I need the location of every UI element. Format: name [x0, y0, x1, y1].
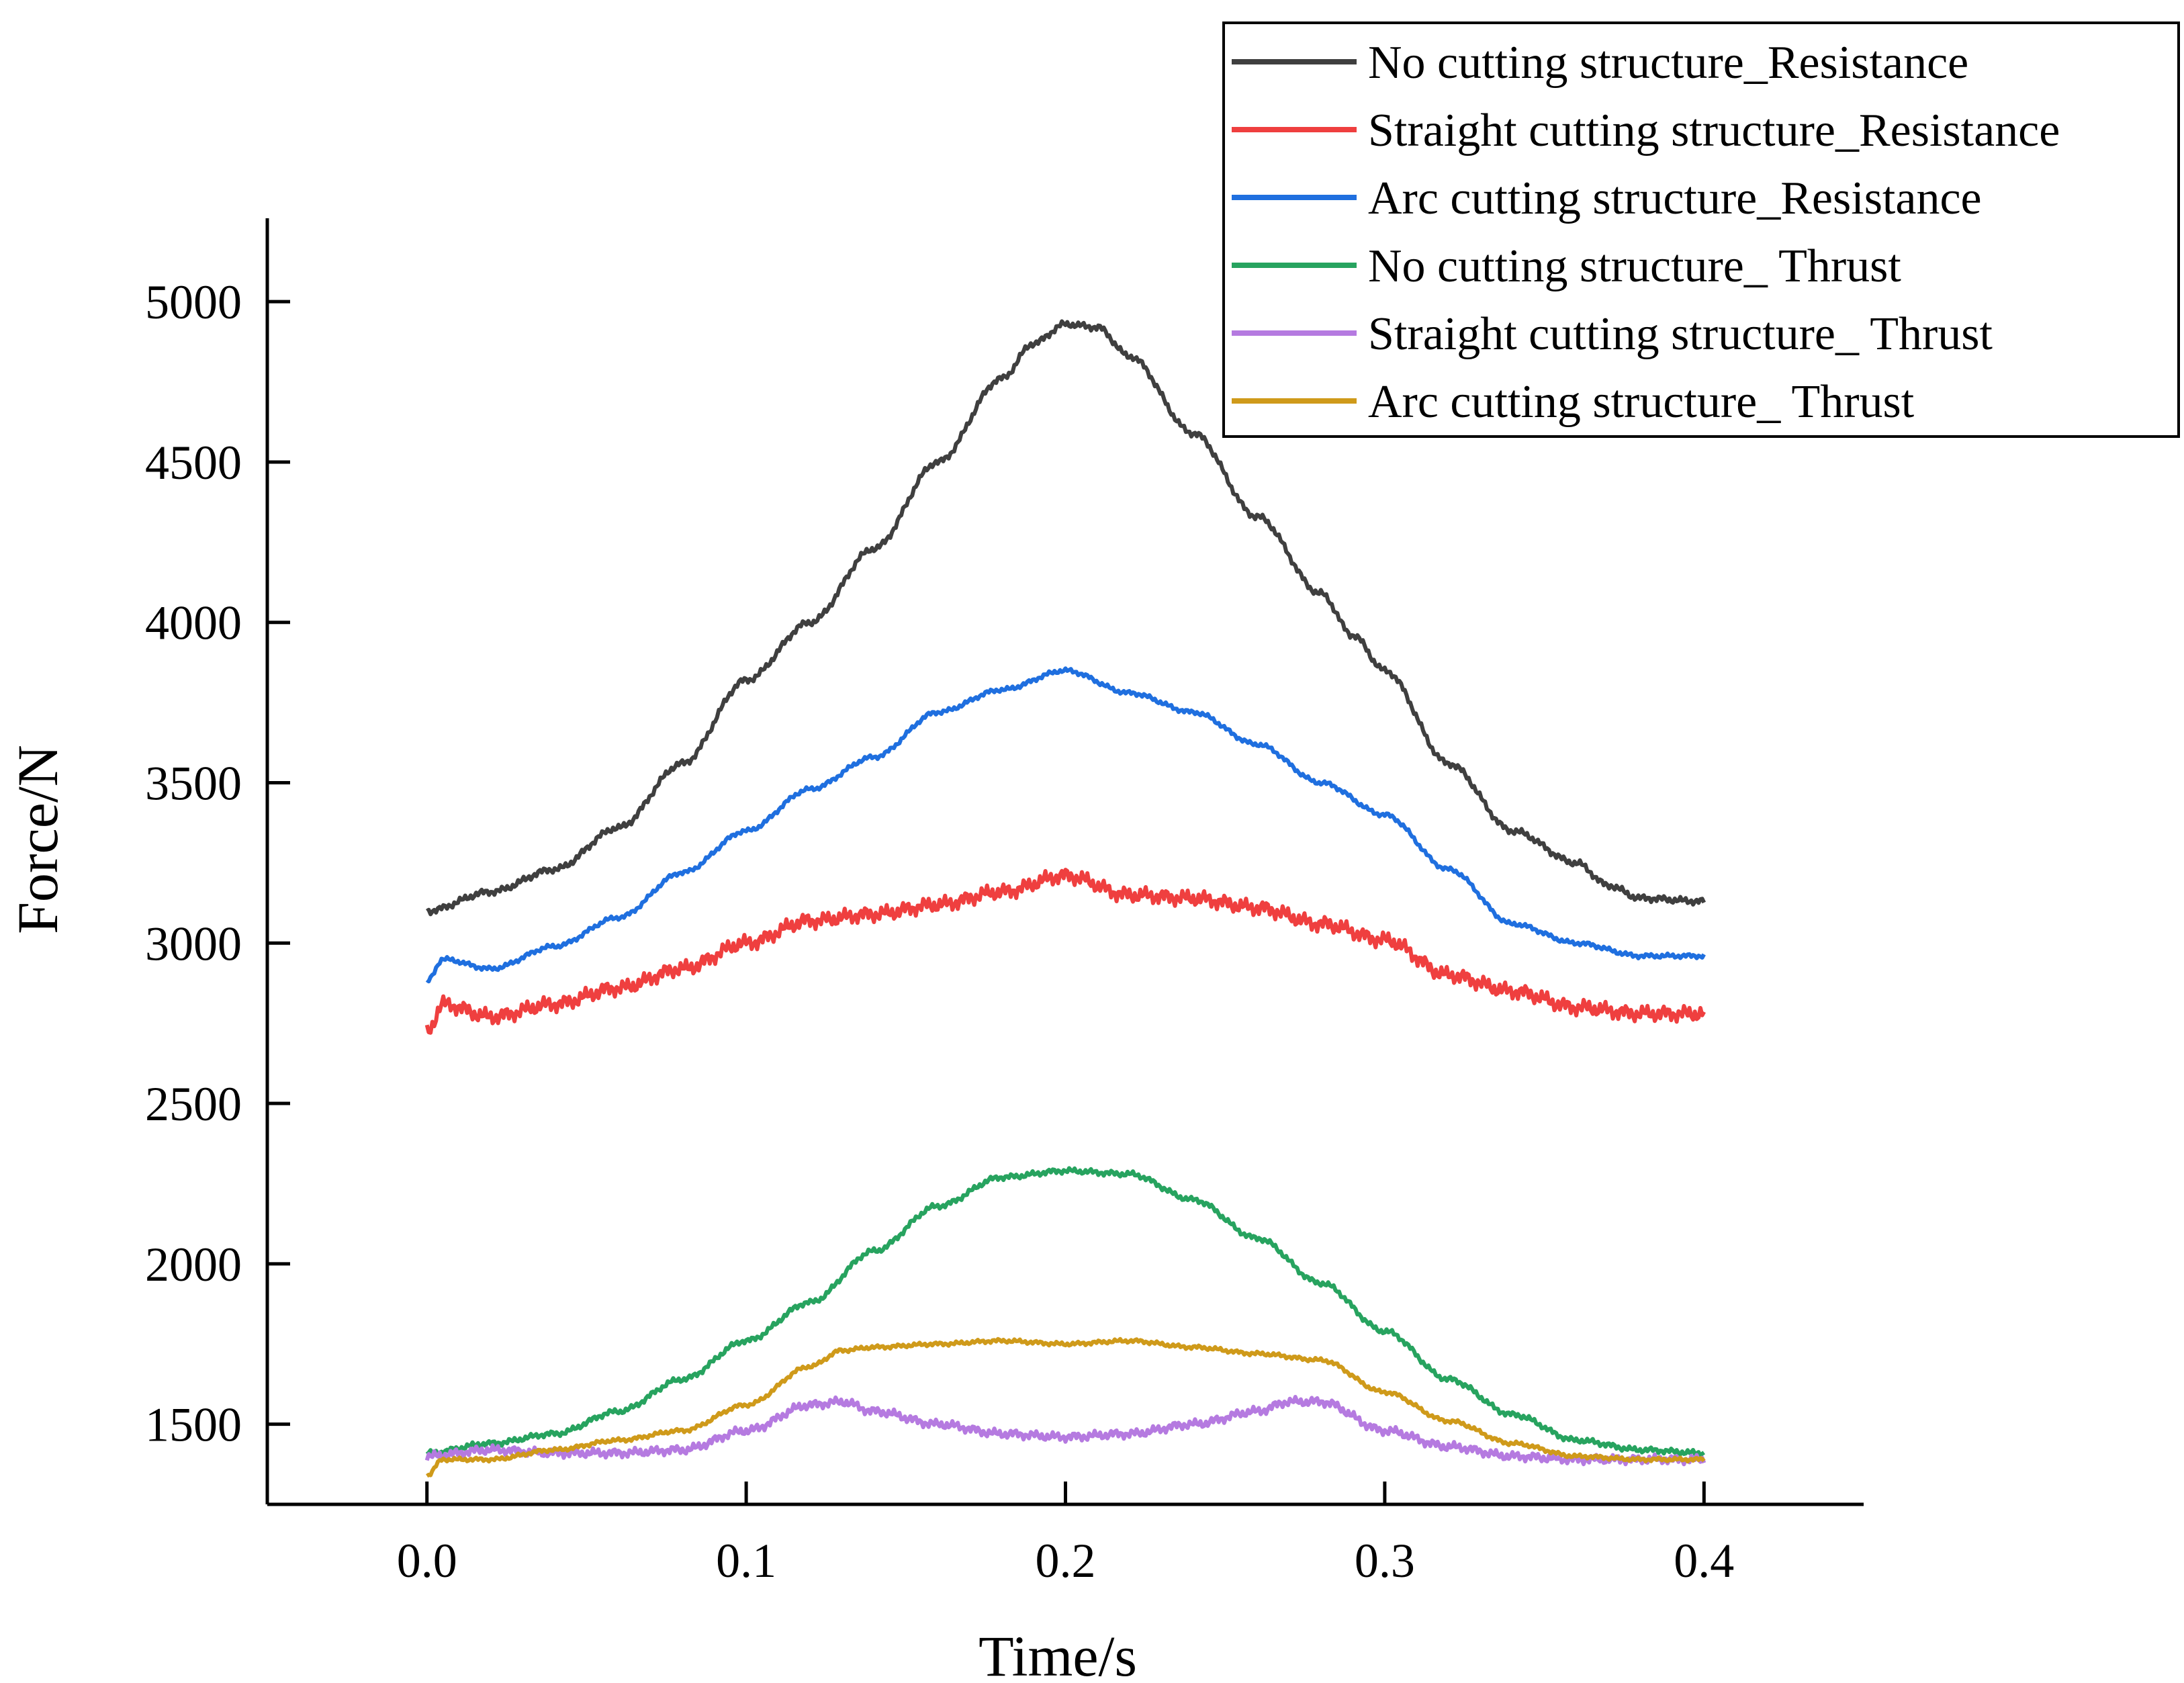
legend: No cutting structure_Resistance Straight … — [1222, 21, 2180, 438]
y-tick-label: 3500 — [145, 756, 242, 810]
y-axis-title: Force/N — [5, 745, 70, 934]
y-tick-label: 3000 — [145, 917, 242, 970]
y-tick-label: 2000 — [145, 1238, 242, 1291]
legend-label: Arc cutting structure_Resistance — [1368, 173, 1982, 224]
x-tick-label: 0.2 — [1036, 1534, 1096, 1588]
x-axis-title: Time/s — [979, 1624, 1137, 1683]
x-tick-label: 0.0 — [397, 1534, 457, 1588]
plot-lines — [424, 319, 1707, 1478]
series-line — [424, 868, 1706, 1035]
x-tick-label: 0.3 — [1355, 1534, 1415, 1588]
series-line — [425, 1166, 1706, 1458]
y-tick-label: 4000 — [145, 596, 242, 650]
series-line — [426, 319, 1707, 917]
legend-label: No cutting structure_Resistance — [1368, 37, 1968, 89]
ticks: 0.0 0.1 0.2 0.3 0.4 1500 2000 2500 3000 3500 4000 4… — [145, 275, 1734, 1588]
legend-box — [1222, 21, 2180, 438]
legend-label: No cutting structure_ Thrust — [1368, 240, 1901, 292]
series-line — [426, 1336, 1706, 1478]
legend-label: Straight cutting structure_Resistance — [1368, 105, 2060, 156]
x-tick-label: 0.4 — [1674, 1534, 1734, 1588]
y-tick-label: 1500 — [145, 1398, 242, 1452]
series-line — [425, 666, 1706, 984]
y-tick-label: 2500 — [145, 1077, 242, 1131]
x-tick-label: 0.1 — [716, 1534, 776, 1588]
legend-label: Straight cutting structure_ Thrust — [1368, 308, 1993, 360]
legend-label: Arc cutting structure_ Thrust — [1368, 376, 1915, 428]
series-line — [424, 1395, 1707, 1467]
y-tick-label: 5000 — [145, 275, 242, 329]
y-tick-label: 4500 — [145, 436, 242, 490]
